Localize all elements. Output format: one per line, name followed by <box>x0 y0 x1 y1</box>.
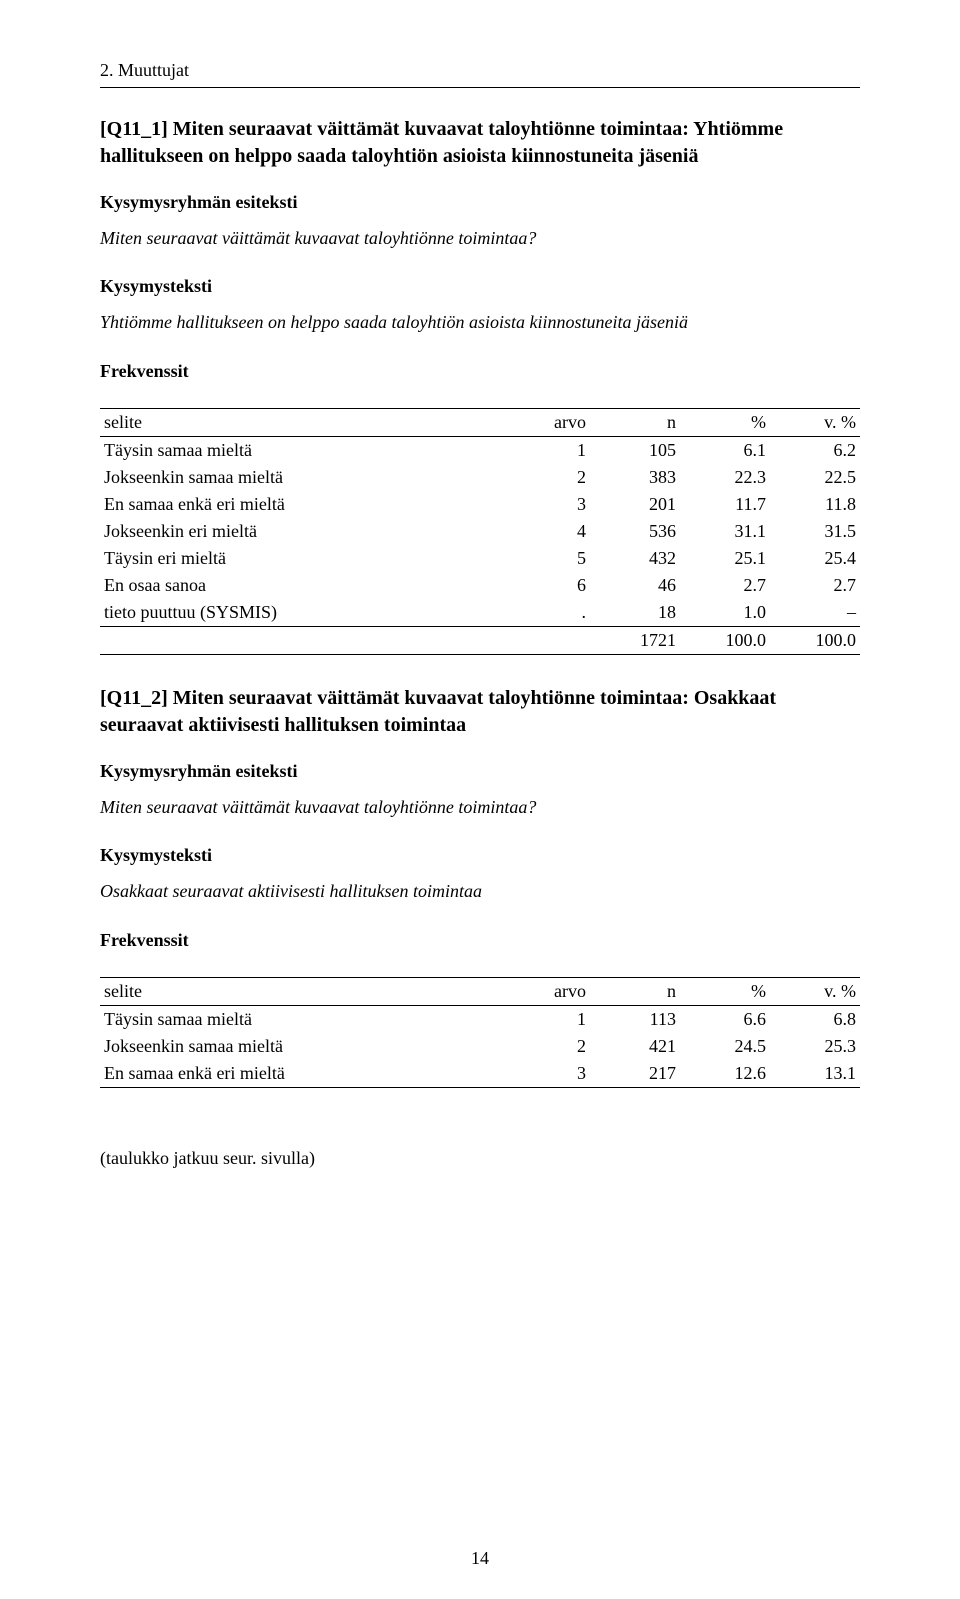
cell-arvo: 4 <box>500 518 590 545</box>
cell-total-pct: 100.0 <box>680 626 770 654</box>
col-vpct: v. % <box>770 408 860 436</box>
col-n: n <box>590 408 680 436</box>
q2-qtext-label: Kysymysteksti <box>100 845 860 866</box>
cell-n: 46 <box>590 572 680 599</box>
cell-pct: 1.0 <box>680 599 770 627</box>
cell-arvo: 3 <box>500 491 590 518</box>
cell-selite: Jokseenkin eri mieltä <box>100 518 500 545</box>
cell-pct: 25.1 <box>680 545 770 572</box>
q1-qtext: Yhtiömme hallitukseen on helppo saada ta… <box>100 311 860 334</box>
table-row: Jokseenkin eri mieltä 4 536 31.1 31.5 <box>100 518 860 545</box>
q2-freq-table: selite arvo n % v. % Täysin samaa mieltä… <box>100 977 860 1088</box>
cell-pct: 2.7 <box>680 572 770 599</box>
cell-arvo: . <box>500 599 590 627</box>
cell-n: 383 <box>590 464 680 491</box>
table-row: Täysin samaa mieltä 1 113 6.6 6.8 <box>100 1005 860 1033</box>
cell-selite: En samaa enkä eri mieltä <box>100 1060 500 1088</box>
cell-arvo: 3 <box>500 1060 590 1088</box>
cell-n: 217 <box>590 1060 680 1088</box>
cell-n: 201 <box>590 491 680 518</box>
cell-vpct: – <box>770 599 860 627</box>
cell-pct: 22.3 <box>680 464 770 491</box>
col-selite: selite <box>100 408 500 436</box>
cell-selite: Täysin eri mieltä <box>100 545 500 572</box>
cell-pct: 6.1 <box>680 436 770 464</box>
cell-arvo: 2 <box>500 464 590 491</box>
cell-pct: 24.5 <box>680 1033 770 1060</box>
cell-selite: Täysin samaa mieltä <box>100 436 500 464</box>
cell-selite: Jokseenkin samaa mieltä <box>100 464 500 491</box>
cell-vpct: 25.3 <box>770 1033 860 1060</box>
table-row: En samaa enkä eri mieltä 3 217 12.6 13.1 <box>100 1060 860 1088</box>
cell-arvo: 1 <box>500 436 590 464</box>
q2-freq-label: Frekvenssit <box>100 930 860 951</box>
cell-empty <box>500 626 590 654</box>
table-continues-note: (taulukko jatkuu seur. sivulla) <box>100 1148 860 1169</box>
cell-vpct: 25.4 <box>770 545 860 572</box>
col-pct: % <box>680 977 770 1005</box>
cell-pct: 11.7 <box>680 491 770 518</box>
col-n: n <box>590 977 680 1005</box>
cell-total-vpct: 100.0 <box>770 626 860 654</box>
cell-selite: En osaa sanoa <box>100 572 500 599</box>
table-row: Täysin eri mieltä 5 432 25.1 25.4 <box>100 545 860 572</box>
q1-qtext-label: Kysymysteksti <box>100 276 860 297</box>
cell-arvo: 2 <box>500 1033 590 1060</box>
cell-selite: tieto puuttuu (SYSMIS) <box>100 599 500 627</box>
q1-group-text: Miten seuraavat väittämät kuvaavat taloy… <box>100 227 860 250</box>
cell-selite: Täysin samaa mieltä <box>100 1005 500 1033</box>
cell-selite: En samaa enkä eri mieltä <box>100 491 500 518</box>
cell-n: 105 <box>590 436 680 464</box>
cell-total-n: 1721 <box>590 626 680 654</box>
q2-group-text: Miten seuraavat väittämät kuvaavat taloy… <box>100 796 860 819</box>
table-header-row: selite arvo n % v. % <box>100 977 860 1005</box>
q2-group-label: Kysymysryhmän esiteksti <box>100 761 860 782</box>
table-row: tieto puuttuu (SYSMIS) . 18 1.0 – <box>100 599 860 627</box>
col-selite: selite <box>100 977 500 1005</box>
col-arvo: arvo <box>500 977 590 1005</box>
q2-title: [Q11_2] Miten seuraavat väittämät kuvaav… <box>100 685 860 739</box>
cell-n: 421 <box>590 1033 680 1060</box>
table-row: En osaa sanoa 6 46 2.7 2.7 <box>100 572 860 599</box>
col-pct: % <box>680 408 770 436</box>
cell-arvo: 6 <box>500 572 590 599</box>
cell-arvo: 1 <box>500 1005 590 1033</box>
cell-vpct: 22.5 <box>770 464 860 491</box>
q1-freq-table: selite arvo n % v. % Täysin samaa mieltä… <box>100 408 860 655</box>
table-row: En samaa enkä eri mieltä 3 201 11.7 11.8 <box>100 491 860 518</box>
table-row: Täysin samaa mieltä 1 105 6.1 6.2 <box>100 436 860 464</box>
cell-empty <box>100 626 500 654</box>
col-arvo: arvo <box>500 408 590 436</box>
cell-pct: 6.6 <box>680 1005 770 1033</box>
cell-selite: Jokseenkin samaa mieltä <box>100 1033 500 1060</box>
cell-pct: 12.6 <box>680 1060 770 1088</box>
table-total-row: 1721 100.0 100.0 <box>100 626 860 654</box>
cell-vpct: 13.1 <box>770 1060 860 1088</box>
cell-vpct: 11.8 <box>770 491 860 518</box>
q1-group-label: Kysymysryhmän esiteksti <box>100 192 860 213</box>
table-row: Jokseenkin samaa mieltä 2 421 24.5 25.3 <box>100 1033 860 1060</box>
page-number: 14 <box>0 1548 960 1569</box>
cell-n: 432 <box>590 545 680 572</box>
col-vpct: v. % <box>770 977 860 1005</box>
section-header: 2. Muuttujat <box>100 60 860 81</box>
section-divider <box>100 87 860 88</box>
cell-n: 18 <box>590 599 680 627</box>
cell-vpct: 6.2 <box>770 436 860 464</box>
cell-vpct: 31.5 <box>770 518 860 545</box>
q1-title: [Q11_1] Miten seuraavat väittämät kuvaav… <box>100 116 860 170</box>
cell-vpct: 2.7 <box>770 572 860 599</box>
cell-n: 113 <box>590 1005 680 1033</box>
table-header-row: selite arvo n % v. % <box>100 408 860 436</box>
cell-n: 536 <box>590 518 680 545</box>
q2-qtext: Osakkaat seuraavat aktiivisesti hallituk… <box>100 880 860 903</box>
cell-pct: 31.1 <box>680 518 770 545</box>
q1-freq-label: Frekvenssit <box>100 361 860 382</box>
cell-arvo: 5 <box>500 545 590 572</box>
cell-vpct: 6.8 <box>770 1005 860 1033</box>
table-row: Jokseenkin samaa mieltä 2 383 22.3 22.5 <box>100 464 860 491</box>
